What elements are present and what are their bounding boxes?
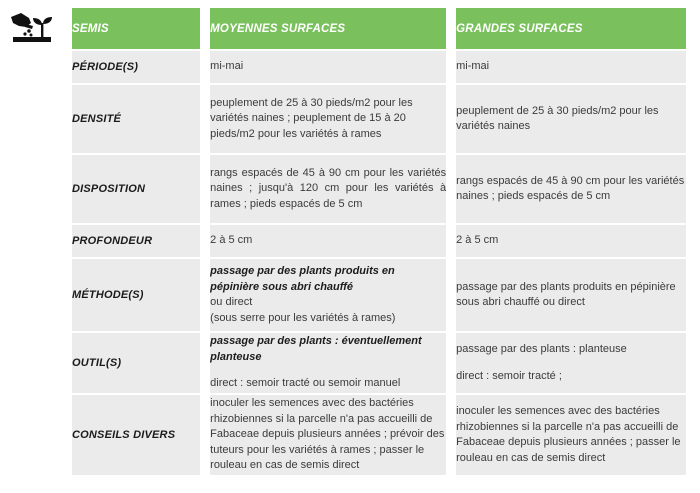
cell-methodes-moyennes: passage par des plants produits en pépin…: [210, 259, 447, 331]
cell-text: (sous serre pour les variétés à rames): [210, 311, 396, 324]
cell-disposition-moyennes: rangs espacés de 45 à 90 cm pour les var…: [210, 155, 447, 223]
table-row: PROFONDEUR 2 à 5 cm 2 à 5 cm: [72, 225, 686, 257]
cell-methodes-grandes: passage par des plants produits en pépin…: [456, 259, 686, 331]
row-label-disposition: DISPOSITION: [72, 155, 201, 223]
cell-conseils-grandes: inoculer les semences avec des bactéries…: [456, 395, 686, 475]
row-label-profondeur: PROFONDEUR: [72, 225, 201, 257]
cell-periodes-grandes: mi-mai: [456, 51, 686, 83]
table-row: MÉTHODE(S) passage par des plants produi…: [72, 259, 686, 331]
semis-data-table: SEMIS MOYENNES SURFACES GRANDES SURFACES…: [62, 6, 696, 477]
table-row: DENSITÉ peuplement de 25 à 30 pieds/m2 p…: [72, 85, 686, 153]
cell-text: inoculer les semences avec des bactéries…: [456, 405, 681, 464]
table-row: OUTIL(S) passage par des plants : éventu…: [72, 333, 686, 393]
cell-densite-moyennes: peuplement de 25 à 30 pieds/m2 pour les …: [210, 85, 447, 153]
cell-text: 2 à 5 cm: [456, 234, 499, 247]
hand-sowing-seeds-icon: [4, 8, 60, 48]
cell-text: mi-mai: [456, 60, 490, 73]
cell-text: inoculer les semences avec des bactéries…: [210, 397, 445, 472]
cell-text: direct : semoir tracté ou semoir manuel: [210, 377, 401, 390]
row-label-methodes: MÉTHODE(S): [72, 259, 201, 331]
row-label-periodes: PÉRIODE(S): [72, 51, 201, 83]
cell-profondeur-moyennes: 2 à 5 cm: [210, 225, 447, 257]
cell-text: ou direct: [210, 296, 253, 308]
column-header-moyennes-surfaces: MOYENNES SURFACES: [210, 8, 447, 49]
table-header-row: SEMIS MOYENNES SURFACES GRANDES SURFACES: [72, 8, 686, 49]
cell-outils-moyennes: passage par des plants : éventuellement …: [210, 333, 447, 393]
row-label-outils: OUTIL(S): [72, 333, 201, 393]
table-row: CONSEILS DIVERS inoculer les semences av…: [72, 395, 686, 475]
cell-text-emphasis: passage par des plants produits en pépin…: [210, 265, 395, 293]
cell-text: passage par des plants : planteuse: [456, 343, 627, 355]
cell-text: direct : semoir tracté ;: [456, 369, 562, 382]
cell-text: mi-mai: [210, 60, 244, 73]
cell-text: rangs espacés de 45 à 90 cm pour les var…: [210, 166, 447, 210]
row-label-densite: DENSITÉ: [72, 85, 201, 153]
table-row: DISPOSITION rangs espacés de 45 à 90 cm …: [72, 155, 686, 223]
cell-text: 2 à 5 cm: [210, 234, 253, 247]
cell-text: peuplement de 25 à 30 pieds/m2 pour les …: [456, 104, 659, 133]
column-header-grandes-surfaces: GRANDES SURFACES: [456, 8, 686, 49]
cell-periodes-moyennes: mi-mai: [210, 51, 447, 83]
cell-text-emphasis: passage par des plants : éventuellement …: [210, 335, 422, 363]
row-label-conseils-divers: CONSEILS DIVERS: [72, 395, 201, 475]
cell-conseils-moyennes: inoculer les semences avec des bactéries…: [210, 395, 447, 475]
cell-text: rangs espacés de 45 à 90 cm pour les var…: [456, 174, 685, 203]
cell-profondeur-grandes: 2 à 5 cm: [456, 225, 686, 257]
table-row: PÉRIODE(S) mi-mai mi-mai: [72, 51, 686, 83]
cell-text: passage par des plants produits en pépin…: [456, 280, 676, 309]
cell-densite-grandes: peuplement de 25 à 30 pieds/m2 pour les …: [456, 85, 686, 153]
table-body: PÉRIODE(S) mi-mai mi-mai DENSITÉ peuplem…: [72, 51, 686, 475]
cell-outils-grandes: passage par des plants : planteuse direc…: [456, 333, 686, 393]
column-header-semis: SEMIS: [72, 8, 201, 49]
cell-text: peuplement de 25 à 30 pieds/m2 pour les …: [210, 96, 413, 140]
cell-disposition-grandes: rangs espacés de 45 à 90 cm pour les var…: [456, 155, 686, 223]
